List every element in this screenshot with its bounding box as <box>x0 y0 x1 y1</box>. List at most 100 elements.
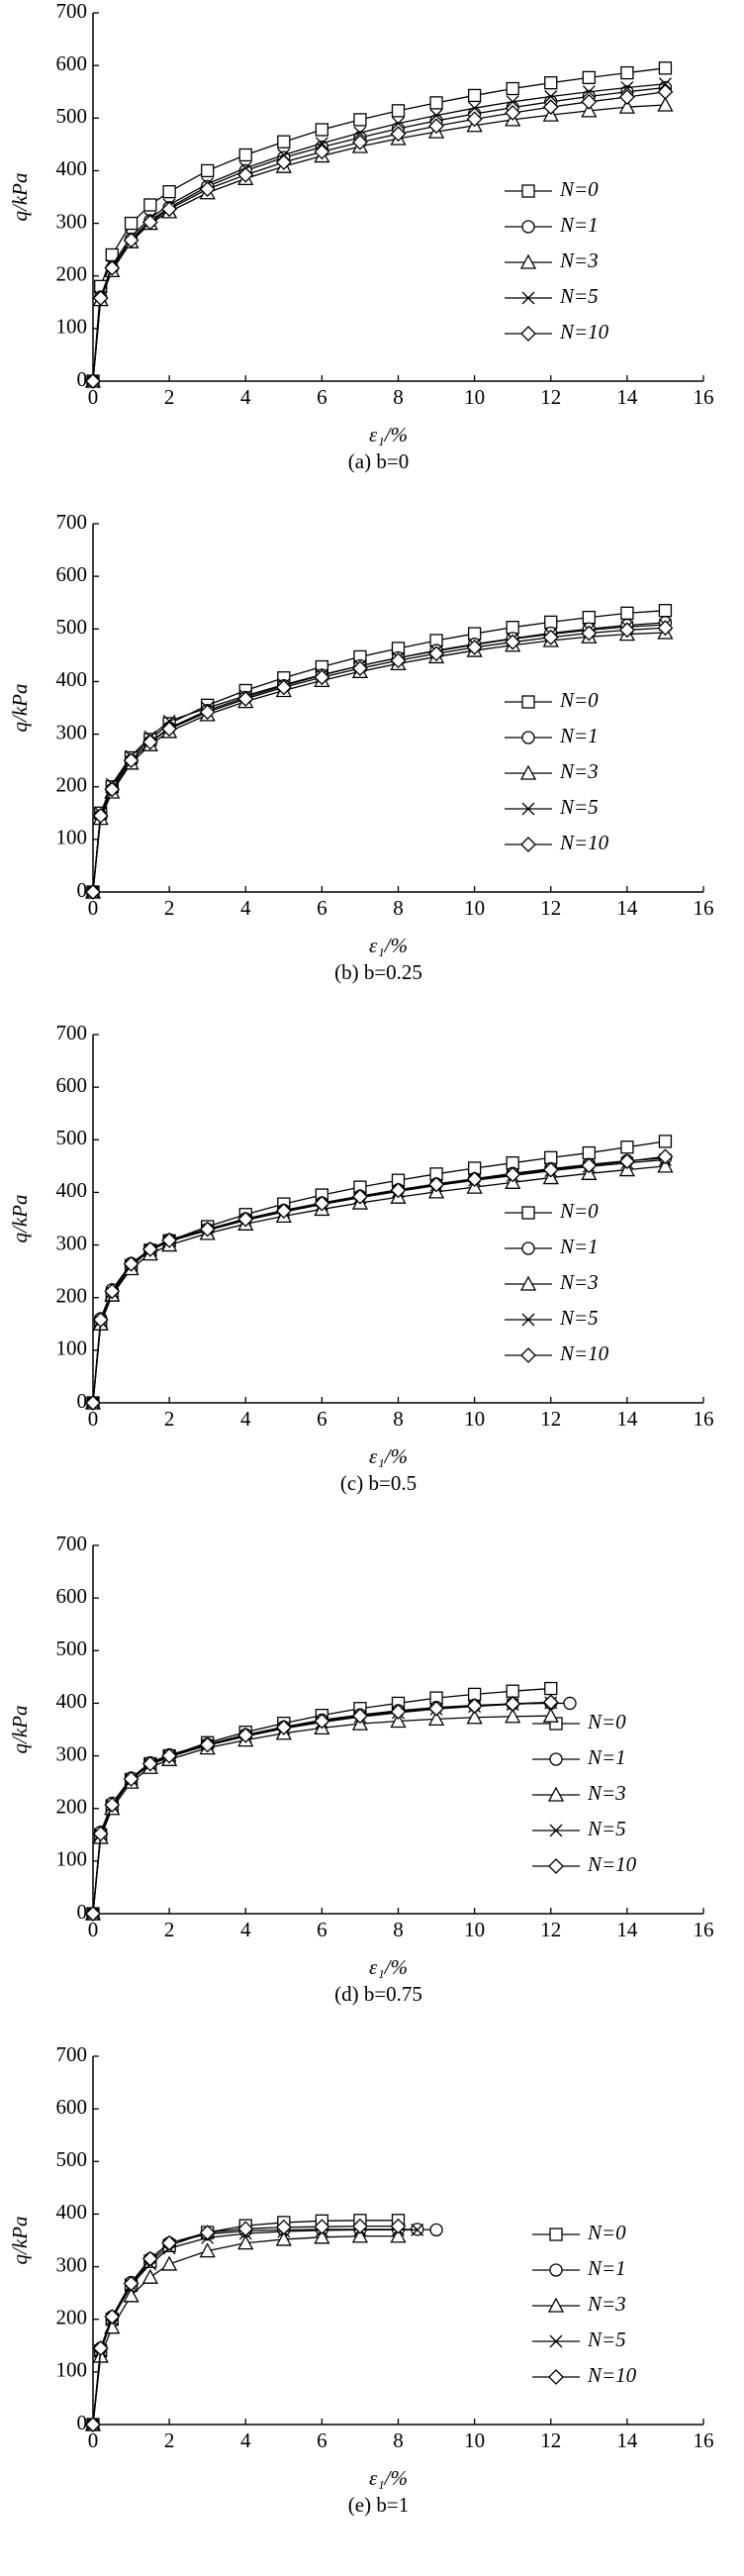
marker-triangle <box>519 764 537 780</box>
marker-x <box>658 77 672 91</box>
series-line <box>92 1715 551 1915</box>
marker-diamond <box>85 2417 101 2432</box>
marker-x <box>411 2223 424 2236</box>
marker-diamond <box>275 154 292 170</box>
marker-diamond <box>104 781 121 798</box>
marker-diamond <box>92 1826 109 1842</box>
marker-x <box>544 90 558 103</box>
marker-triangle <box>657 96 674 112</box>
marker-diamond <box>505 105 521 121</box>
marker-square <box>620 606 634 620</box>
marker-diamond <box>314 1195 330 1212</box>
legend-label: N=10 <box>587 1852 637 1876</box>
marker-circle <box>521 731 535 744</box>
x-tick-label: 16 <box>694 1918 714 1941</box>
y-tick-label: 200 <box>56 2306 88 2329</box>
marker-triangle <box>199 2242 216 2258</box>
marker-circle <box>549 1752 563 1766</box>
marker-diamond <box>199 1736 216 1753</box>
y-tick-label: 700 <box>56 0 88 23</box>
chart-panel: 0 100 200 300 400 500 600 700 0 2 4 6 8 10 12 14 16 ε₁/% q… <box>8 1532 714 2006</box>
marker-triangle <box>466 1709 483 1725</box>
marker-diamond <box>237 1211 254 1228</box>
x-tick-label: 6 <box>317 896 327 920</box>
marker-diamond <box>390 1182 407 1199</box>
marker-diamond <box>618 1153 635 1169</box>
legend-label: N=0 <box>587 1710 626 1734</box>
x-axis-label: ε₁/% <box>369 1444 408 1468</box>
marker-diamond <box>505 1166 521 1183</box>
marker-square <box>238 148 252 162</box>
marker-diamond <box>657 1148 674 1165</box>
x-tick-label: 10 <box>464 385 485 409</box>
marker-diamond <box>314 2219 330 2235</box>
x-tick-label: 4 <box>240 1407 251 1431</box>
marker-square <box>658 1135 673 1148</box>
chart-title: (c) b=0.5 <box>340 1471 417 1495</box>
marker-diamond <box>548 2369 564 2385</box>
marker-square <box>521 1206 535 1220</box>
marker-diamond <box>92 808 109 824</box>
marker-diamond <box>352 1188 368 1205</box>
marker-square <box>620 65 634 80</box>
legend-label: N=1 <box>587 1745 626 1769</box>
series-line <box>92 1701 551 1915</box>
x-tick-label: 4 <box>240 896 251 920</box>
marker-diamond <box>161 721 178 738</box>
marker-diamond <box>85 373 101 389</box>
legend-label: N=1 <box>559 213 599 237</box>
marker-diamond <box>161 1747 178 1764</box>
marker-diamond <box>542 1161 559 1178</box>
marker-diamond <box>466 1171 483 1188</box>
marker-square <box>429 96 443 110</box>
marker-circle <box>549 2263 563 2277</box>
marker-diamond <box>466 1698 483 1715</box>
marker-circle <box>521 1241 535 1255</box>
marker-x <box>620 81 634 94</box>
x-tick-label: 16 <box>694 2428 714 2452</box>
x-tick-label: 6 <box>317 1407 327 1431</box>
y-tick-label: 500 <box>56 615 88 639</box>
y-axis-label: q/kPa <box>8 1195 32 1243</box>
marker-diamond <box>428 1176 444 1193</box>
marker-square <box>544 1681 558 1696</box>
marker-diamond <box>237 691 254 707</box>
marker-triangle <box>581 102 598 118</box>
series-line <box>92 2229 418 2426</box>
marker-square <box>277 135 291 149</box>
marker-x <box>521 291 535 305</box>
marker-triangle <box>542 1707 559 1723</box>
marker-square <box>658 61 673 75</box>
legend-label: N=10 <box>559 1341 609 1365</box>
y-tick-label: 500 <box>56 2147 88 2171</box>
marker-triangle <box>275 2230 292 2246</box>
y-tick-label: 0 <box>77 2411 88 2434</box>
marker-diamond <box>520 1347 536 1363</box>
marker-diamond <box>161 1232 178 1248</box>
series-line <box>92 1702 571 1915</box>
y-tick-label: 200 <box>56 262 88 286</box>
marker-diamond <box>657 83 674 100</box>
marker-square <box>506 1684 519 1698</box>
y-tick-label: 300 <box>56 209 88 233</box>
x-tick-label: 14 <box>616 896 638 920</box>
marker-x <box>392 117 405 131</box>
marker-circle <box>521 220 535 234</box>
x-tick-label: 16 <box>694 1407 714 1431</box>
marker-diamond <box>199 704 216 721</box>
marker-diamond <box>141 214 158 231</box>
marker-triangle <box>618 1161 635 1177</box>
x-tick-label: 6 <box>317 1918 327 1941</box>
y-tick-label: 600 <box>56 51 88 75</box>
marker-square <box>544 76 558 90</box>
marker-diamond <box>390 126 407 143</box>
marker-x <box>429 109 443 123</box>
marker-square <box>582 1145 596 1160</box>
y-tick-label: 0 <box>77 367 88 391</box>
marker-diamond <box>314 1713 330 1730</box>
marker-diamond <box>92 2340 109 2356</box>
chart-title: (a) b=0 <box>348 449 409 473</box>
legend-label: N=3 <box>587 2292 626 2316</box>
marker-square <box>544 615 558 630</box>
marker-triangle <box>547 2297 565 2313</box>
